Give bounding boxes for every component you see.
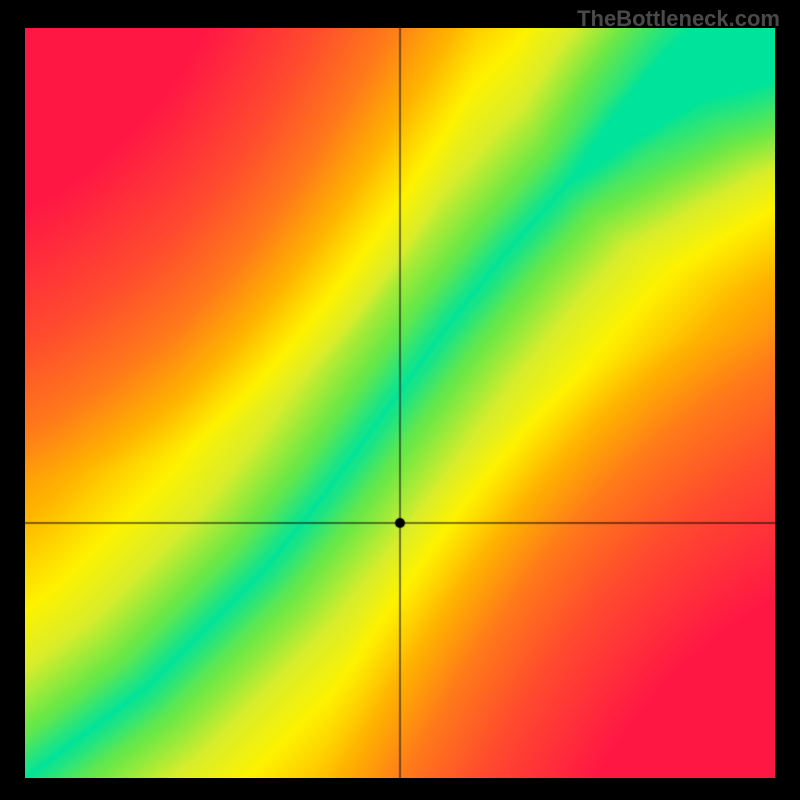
heatmap-canvas [25,28,775,778]
watermark-text: TheBottleneck.com [577,6,780,32]
plot-area [25,28,775,778]
chart-container: TheBottleneck.com [0,0,800,800]
